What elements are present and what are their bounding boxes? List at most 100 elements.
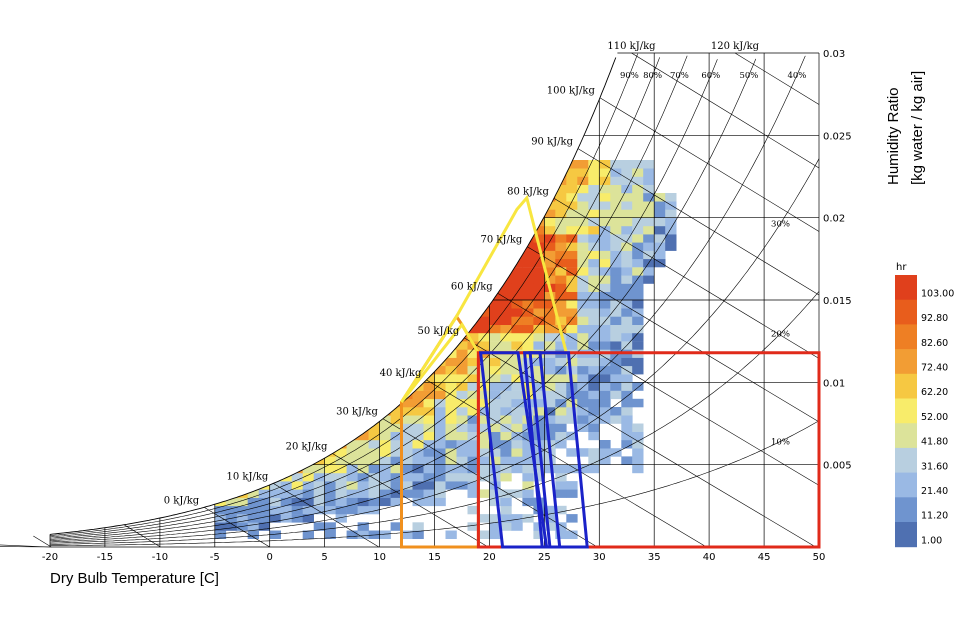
heatmap-cell [610, 217, 622, 227]
heatmap-cell [643, 184, 655, 194]
x-tick-label: 40 [703, 552, 716, 563]
heatmap-cell [544, 242, 556, 251]
heatmap-cell [522, 489, 534, 498]
heatmap-cell [214, 522, 227, 531]
heatmap-cell [313, 505, 325, 515]
heatmap-cell [533, 275, 545, 284]
heatmap-cell [511, 440, 523, 449]
heatmap-cell [401, 481, 413, 490]
heatmap-cell [544, 514, 556, 523]
heatmap-cell [500, 308, 512, 317]
heatmap-cell [280, 481, 292, 490]
heatmap-cell [610, 291, 622, 301]
heatmap-cell [577, 324, 589, 334]
heatmap-cell [555, 530, 567, 539]
heatmap-cell [632, 225, 644, 235]
heatmap-cell [621, 440, 633, 449]
heatmap-cell [632, 242, 644, 251]
heatmap-cell [610, 267, 622, 276]
heatmap-cell [533, 308, 545, 317]
heatmap-cell [544, 300, 556, 309]
heatmap-cell [467, 374, 479, 383]
heatmap-cell [588, 184, 600, 194]
heatmap-cell [643, 234, 655, 243]
heatmap-cell [412, 415, 424, 424]
heatmap-cell [588, 390, 600, 400]
heatmap-cell [588, 300, 600, 309]
heatmap-cell [423, 497, 435, 507]
heatmap-cell [511, 332, 523, 342]
enthalpy-label: 110 kJ/kg [607, 41, 656, 52]
heatmap-cell [555, 201, 567, 210]
heatmap-cell [434, 390, 446, 400]
heatmap-cell [500, 275, 512, 284]
heatmap-cell [588, 291, 600, 301]
enthalpy-label: 40 kJ/kg [380, 368, 422, 379]
heatmap-cell [280, 505, 292, 515]
heatmap-cell [511, 464, 523, 474]
heatmap-cell [544, 267, 556, 276]
legend-label: 41.80 [921, 437, 948, 448]
heatmap-cell [324, 464, 336, 474]
heatmap-cell [247, 522, 259, 531]
heatmap-cell [500, 431, 512, 441]
heatmap-cell [489, 300, 501, 309]
heatmap-cell [621, 242, 633, 251]
heatmap-cell [577, 464, 589, 474]
heatmap-cell [566, 308, 578, 317]
heatmap-cell [566, 448, 578, 457]
heatmap-cell [566, 530, 578, 539]
legend-swatch [895, 299, 917, 325]
heatmap-cell [511, 489, 523, 498]
heatmap-cell [654, 209, 666, 218]
heatmap-cell [544, 258, 556, 268]
heatmap-cell [533, 225, 545, 235]
heatmap-cell [280, 514, 292, 523]
heatmap-cell [346, 456, 358, 465]
heatmap-cell [632, 201, 644, 210]
heatmap-cell [445, 472, 457, 482]
heatmap-cell [247, 497, 259, 507]
rh-curve [50, 420, 820, 546]
heatmap-cell [566, 514, 578, 523]
heatmap-cell [511, 456, 523, 465]
heatmap-cell [467, 481, 479, 490]
heatmap-cell [434, 382, 446, 391]
heatmap-cell [577, 291, 589, 301]
heatmap-cell [291, 464, 303, 474]
heatmap-cell [577, 398, 589, 408]
heatmap-cell [555, 225, 567, 235]
rh-label: 40% [787, 71, 806, 81]
heatmap-cell [588, 324, 600, 334]
heatmap-cell [632, 324, 644, 334]
heatmap-cell [291, 481, 303, 490]
heatmap-cell [423, 489, 435, 498]
heatmap-cell [610, 407, 622, 416]
heatmap-cell [335, 464, 347, 474]
heatmap-cell [610, 382, 622, 391]
heatmap-cell [577, 168, 589, 177]
heatmap-cell [654, 217, 666, 227]
heatmap-cell [511, 324, 523, 334]
heatmap-cell [489, 448, 501, 457]
heatmap-cell [324, 481, 336, 490]
heatmap-cell [533, 357, 545, 367]
heatmap-cell [500, 324, 512, 334]
heatmap-cell [599, 184, 611, 194]
heatmap-cell [401, 407, 413, 416]
legend-label: 21.40 [921, 486, 948, 497]
heatmap-cell [313, 472, 325, 482]
heatmap-cell [566, 291, 578, 301]
heatmap-cell [335, 514, 347, 523]
x-tick-label: 5 [321, 552, 327, 563]
heatmap-cell [588, 407, 600, 416]
heatmap-cell [588, 398, 600, 408]
enthalpy-line [599, 97, 820, 232]
heatmap-cell [599, 160, 611, 169]
heatmap-cell [577, 234, 589, 243]
rh-label: 90% [620, 71, 639, 81]
legend-swatch [895, 373, 917, 399]
legend-title: hr [896, 262, 907, 273]
legend-swatch [895, 275, 917, 301]
heatmap-cell [610, 365, 622, 375]
